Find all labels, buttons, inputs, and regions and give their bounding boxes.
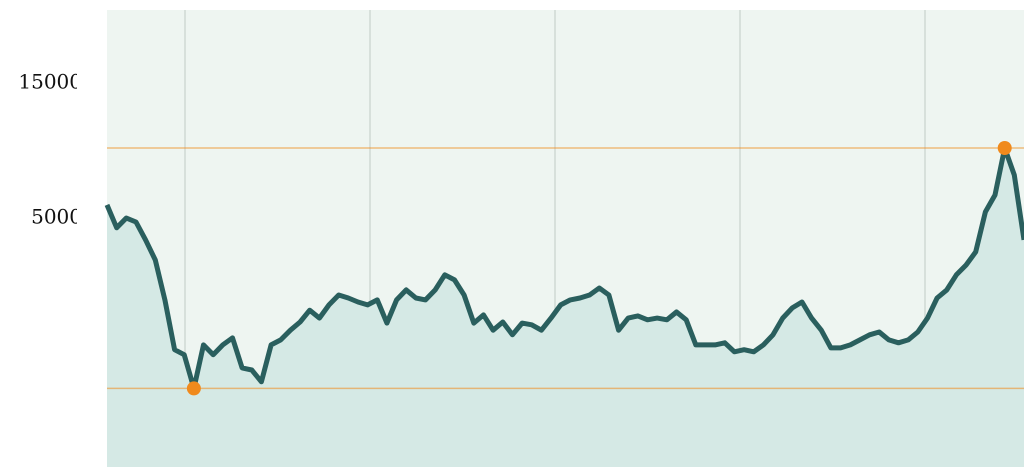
y-tick-label: 15000: [18, 69, 82, 93]
extreme-marker: [186, 381, 201, 396]
area-fill: [107, 148, 1024, 467]
y-tick-label: 5000: [31, 204, 82, 228]
line: [104, 145, 1024, 391]
extreme-marker: [997, 141, 1012, 156]
